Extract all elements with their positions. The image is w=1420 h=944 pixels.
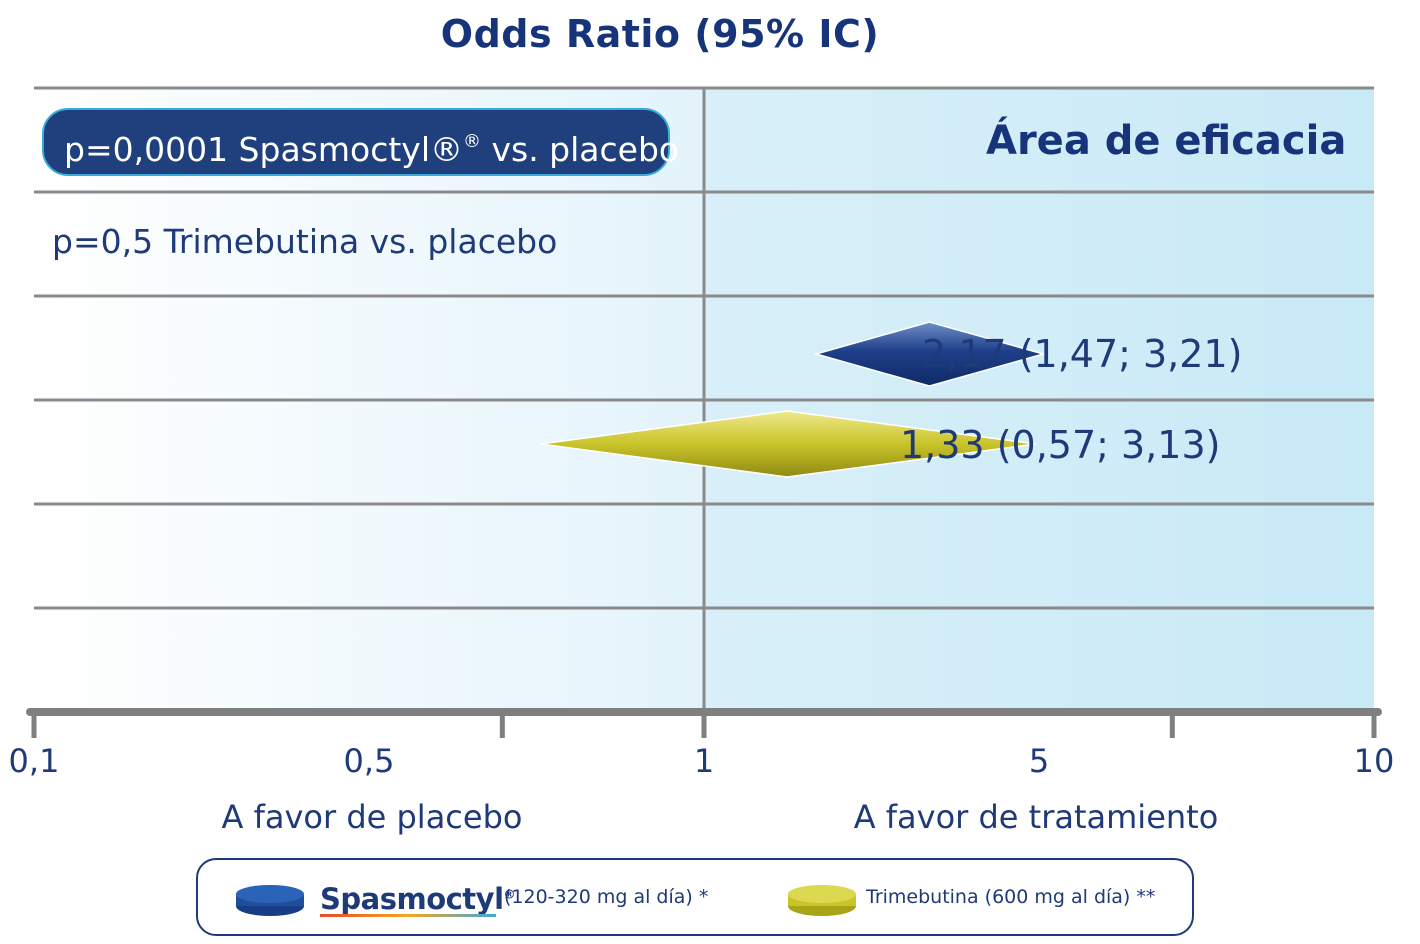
favors-treatment-label: A favor de tratamiento	[853, 798, 1219, 836]
trimebutina-row-label: p=0,5 Trimebutina vs. placebo	[52, 222, 558, 261]
spasmoctyl-label-suffix: vs. placebo	[480, 130, 680, 169]
spasmoctyl-row-label: p=0,0001 Spasmoctyl®® vs. placebo	[42, 108, 679, 176]
trimebutina-diamond	[540, 410, 1037, 478]
trimebutina-dose-text: Trimebutina (600 mg al día) **	[866, 886, 1156, 908]
spasmoctyl-value-label: 2,17 (1,47; 3,21)	[922, 332, 1243, 376]
spasmoctyl-brand-logo: Spasmoctyl®	[320, 882, 515, 916]
brand-underline	[320, 914, 496, 917]
brand-registered-mark: ®	[503, 887, 516, 902]
spasmoctyl-diamond	[813, 321, 1047, 387]
x-tick-label: 0,5	[343, 742, 395, 780]
trimebutina-value-label: 1,33 (0,57; 3,13)	[900, 423, 1221, 467]
x-tick-label: 0,1	[8, 742, 60, 780]
x-tick-label: 1	[693, 742, 715, 780]
x-tick-label: 10	[1353, 742, 1395, 780]
spasmoctyl-label-text: p=0,0001 Spasmoctyl®	[64, 130, 463, 169]
legend: Spasmoctyl® (120-320 mg al día) * Trimeb…	[196, 858, 1194, 936]
brand-name: Spasmoctyl	[320, 882, 504, 916]
registered-mark: ®	[462, 131, 481, 152]
favors-placebo-label: A favor de placebo	[221, 798, 523, 836]
x-tick-label: 5	[1028, 742, 1050, 780]
trimebutina-tablet-icon	[788, 885, 856, 916]
efficacy-area-label: Área de eficacia	[986, 118, 1347, 164]
chart-title: Odds Ratio (95% IC)	[440, 12, 880, 56]
spasmoctyl-dose-text: (120-320 mg al día) *	[504, 886, 709, 908]
spasmoctyl-tablet-icon	[236, 885, 304, 916]
